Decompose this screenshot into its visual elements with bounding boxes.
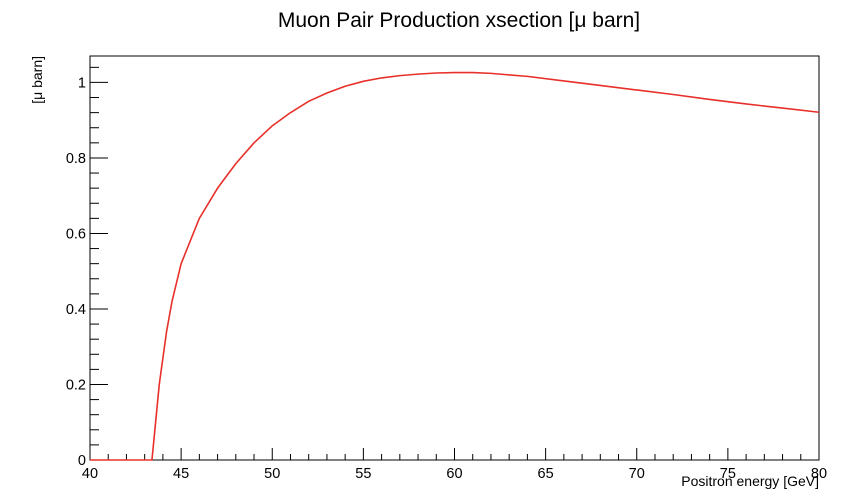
- x-tick-label: 65: [538, 466, 554, 482]
- series-layer: [90, 71, 820, 461]
- x-tick-label: 75: [720, 466, 736, 482]
- y-tick-label: 0.8: [66, 151, 86, 167]
- x-tick-label: 60: [446, 466, 462, 482]
- y-tick-label: 0.4: [66, 302, 86, 318]
- x-tick-label: 40: [82, 466, 98, 482]
- x-tick-label: 45: [173, 466, 189, 482]
- x-tick-label: 50: [264, 466, 280, 482]
- y-tick-label: 0: [78, 453, 86, 469]
- plot-frame: [89, 55, 820, 461]
- x-axis-label: Positron energy [GeV]: [681, 473, 819, 489]
- x-tick-label: 80: [811, 466, 827, 482]
- x-tick-label: 55: [355, 466, 371, 482]
- axis-ticks: 40 45 50 55 60 65 70 75 80 0 0.2 0.4 0.6 0.8 1: [66, 66, 827, 482]
- series-line-0: [90, 71, 820, 461]
- y-tick-label: 0.6: [66, 226, 86, 242]
- x-tick-label: 70: [629, 466, 645, 482]
- y-axis-label: [μ barn]: [29, 56, 45, 104]
- y-tick-label: 1: [78, 75, 86, 91]
- chart-title: Muon Pair Production xsection [μ barn]: [278, 9, 640, 32]
- y-tick-label: 0.2: [66, 377, 86, 393]
